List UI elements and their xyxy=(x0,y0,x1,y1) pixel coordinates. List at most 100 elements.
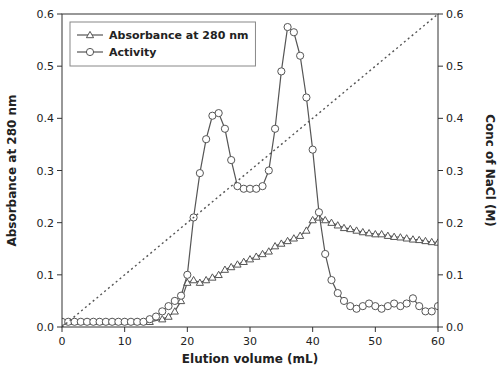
y2-tick-label: 0.6 xyxy=(446,8,464,21)
point-marker xyxy=(322,250,329,257)
point-marker xyxy=(303,94,310,101)
point-marker xyxy=(203,136,210,143)
point-marker xyxy=(384,232,391,238)
series-line xyxy=(62,27,438,322)
point-marker xyxy=(340,297,347,304)
point-marker xyxy=(353,227,360,233)
legend-label: Activity xyxy=(109,46,156,59)
point-marker xyxy=(416,303,423,310)
x-tick xyxy=(187,327,188,332)
y2-tick-label: 0.0 xyxy=(446,321,464,334)
point-marker xyxy=(196,170,203,177)
point-marker xyxy=(271,125,278,132)
point-marker xyxy=(171,297,178,304)
point-marker xyxy=(278,68,285,75)
x-tick-label: 50 xyxy=(368,335,382,348)
y2-tick xyxy=(438,14,443,15)
x-tick xyxy=(438,327,439,332)
point-marker xyxy=(334,222,341,228)
chart: 01020304050600.00.10.20.30.40.50.60.00.1… xyxy=(0,0,500,373)
point-marker xyxy=(359,228,366,234)
point-marker xyxy=(259,183,266,190)
point-marker xyxy=(322,216,329,222)
y-tick xyxy=(57,170,62,171)
point-marker xyxy=(397,234,404,240)
x-tick-label: 20 xyxy=(180,335,194,348)
point-marker xyxy=(228,156,235,163)
point-marker xyxy=(315,209,322,216)
point-marker xyxy=(422,237,429,243)
y-tick-label: 0.6 xyxy=(37,8,55,21)
x-tick xyxy=(375,327,376,332)
point-marker xyxy=(215,110,222,117)
plot-frame xyxy=(62,14,438,327)
legend-label: Absorbance at 280 nm xyxy=(109,29,248,42)
point-marker xyxy=(416,236,423,242)
y2-tick xyxy=(438,170,443,171)
y-tick-label: 0.5 xyxy=(37,60,55,73)
y2-tick-label: 0.2 xyxy=(446,217,464,230)
point-marker xyxy=(171,308,178,314)
point-marker xyxy=(177,292,184,299)
series-line xyxy=(62,14,438,327)
legend-box xyxy=(70,22,255,66)
y2-tick xyxy=(438,66,443,67)
y2-tick xyxy=(438,274,443,275)
y2-axis-label: Conc of NaCl (M) xyxy=(483,114,497,227)
y-tick-label: 0.1 xyxy=(37,269,55,282)
series-line xyxy=(62,217,438,321)
y2-tick-label: 0.5 xyxy=(446,60,464,73)
point-marker xyxy=(265,167,272,174)
y-axis-label: Absorbance at 280 nm xyxy=(5,94,19,246)
point-marker xyxy=(409,236,416,242)
x-tick-label: 10 xyxy=(118,335,132,348)
y2-tick-label: 0.3 xyxy=(446,165,464,178)
point-marker xyxy=(303,227,310,233)
y-tick xyxy=(57,14,62,15)
point-marker xyxy=(221,125,228,132)
point-marker xyxy=(328,276,335,283)
y-tick xyxy=(57,222,62,223)
point-marker xyxy=(334,289,341,296)
y-tick-label: 0.0 xyxy=(37,321,55,334)
point-marker xyxy=(184,271,191,278)
legend-swatch-marker xyxy=(86,31,93,37)
x-tick xyxy=(312,327,313,332)
x-tick-label: 40 xyxy=(306,335,320,348)
point-marker xyxy=(428,238,435,244)
y2-tick xyxy=(438,222,443,223)
point-marker xyxy=(428,308,435,315)
x-tick-label: 0 xyxy=(59,335,66,348)
y-tick xyxy=(57,66,62,67)
y-tick xyxy=(57,274,62,275)
point-marker xyxy=(403,300,410,307)
point-marker xyxy=(290,29,297,36)
point-marker xyxy=(378,231,385,237)
point-marker xyxy=(284,23,291,30)
point-marker xyxy=(434,303,438,310)
y-tick-label: 0.3 xyxy=(37,165,55,178)
point-marker xyxy=(309,146,316,153)
point-marker xyxy=(152,313,159,320)
point-marker xyxy=(409,295,416,302)
x-tick-label: 60 xyxy=(431,335,445,348)
y2-tick xyxy=(438,118,443,119)
point-marker xyxy=(159,308,166,315)
point-marker xyxy=(347,225,354,231)
x-axis-label: Elution volume (mL) xyxy=(182,352,318,366)
point-marker xyxy=(190,276,197,282)
x-tick xyxy=(62,327,63,332)
y2-tick xyxy=(438,327,443,328)
point-marker xyxy=(365,230,372,236)
point-marker xyxy=(297,52,304,59)
point-marker xyxy=(340,224,347,230)
y2-tick-label: 0.4 xyxy=(446,112,464,125)
plot-background xyxy=(62,14,438,327)
point-marker xyxy=(403,235,410,241)
y-tick xyxy=(57,327,62,328)
x-tick xyxy=(124,327,125,332)
y-tick xyxy=(57,118,62,119)
y2-tick-label: 0.1 xyxy=(446,269,464,282)
x-tick-label: 30 xyxy=(243,335,257,348)
point-marker xyxy=(165,303,172,310)
